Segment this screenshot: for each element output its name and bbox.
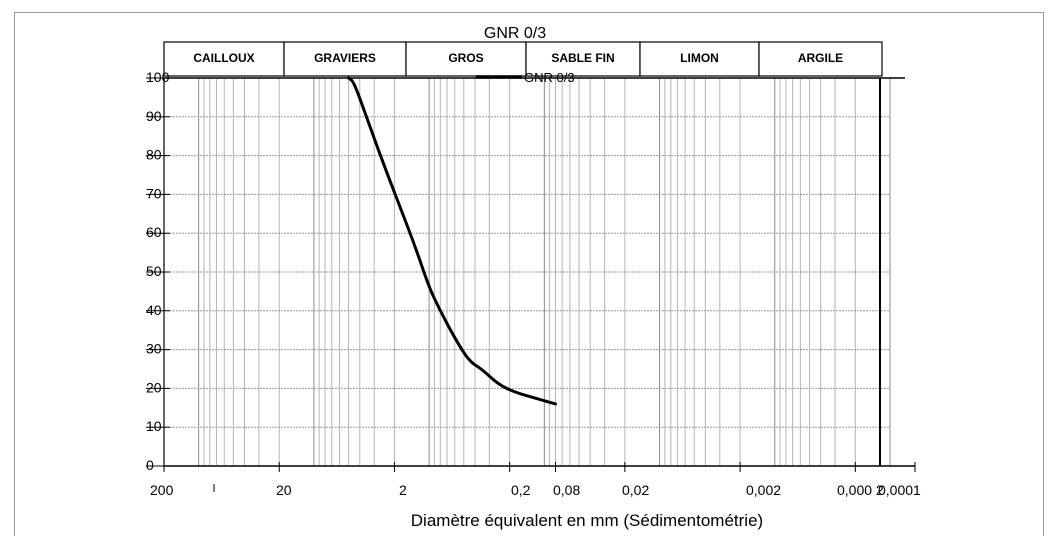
soil-class-bands: CAILLOUX GRAVIERS GROS SABLE FIN LIMON ARGILE: [163, 41, 883, 77]
y-tick-label: 90: [146, 108, 162, 124]
y-tick-label: 40: [146, 302, 162, 318]
y-tick-label: 0: [146, 457, 154, 473]
x-tick-label: 20: [276, 482, 292, 498]
y-tick-label: 20: [146, 379, 162, 395]
band-label: GRAVIERS: [314, 51, 376, 65]
band-box: [163, 41, 285, 77]
series-line-gnr-0-3: [347, 76, 558, 406]
y-tick-label: 100: [146, 69, 170, 85]
band-label: ARGILE: [798, 51, 843, 65]
x-tick-label: 2: [399, 482, 407, 498]
band-box: [758, 41, 883, 77]
axes: 0 10 20 30 40 50 60 70 80 90 100 200 20 2 0,2 0,08 0,02 0…: [146, 69, 921, 498]
x-axis-title: Diamètre équivalent en mm (Sédimentométr…: [411, 511, 763, 530]
band-label: LIMON: [680, 51, 719, 65]
y-tick-label: 50: [146, 263, 162, 279]
y-tick-label: 30: [146, 341, 162, 357]
grid: [163, 77, 891, 467]
y-tick-label: 70: [146, 185, 162, 201]
band-label: CAILLOUX: [193, 51, 254, 65]
x-tick-label: 0,08: [553, 482, 580, 498]
band-label: SABLE FIN: [551, 51, 614, 65]
series-layer: [347, 76, 558, 406]
legend: GNR 0/3: [476, 70, 575, 85]
chart-frame: [14, 12, 1044, 536]
y-tick-label: 10: [146, 418, 162, 434]
x-tick-label: 0,0001: [878, 482, 921, 498]
chart-title: GNR 0/3: [484, 25, 546, 42]
y-tick-label: 80: [146, 147, 162, 163]
x-tick-label: 0,000 2: [837, 482, 884, 498]
x-tick-label: 0,002: [746, 482, 781, 498]
x-tick-label: 0,02: [622, 482, 649, 498]
band-box: [525, 41, 641, 77]
x-tick-label: 200: [150, 482, 174, 498]
band-box: [283, 41, 407, 77]
x-tick-label: 0,2: [511, 482, 531, 498]
band-label: GROS: [448, 51, 483, 65]
band-box: [405, 41, 527, 77]
legend-entry: GNR 0/3: [524, 70, 575, 85]
y-tick-label: 60: [146, 224, 162, 240]
